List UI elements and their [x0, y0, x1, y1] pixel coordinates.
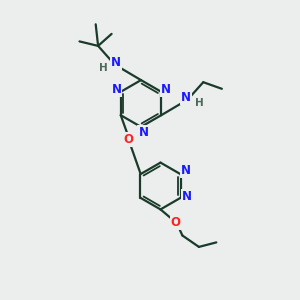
Text: N: N	[112, 83, 122, 96]
Text: N: N	[182, 190, 192, 203]
Text: H: H	[195, 98, 203, 108]
Text: H: H	[99, 63, 108, 73]
Text: O: O	[124, 133, 134, 146]
Text: N: N	[111, 56, 121, 69]
Text: N: N	[138, 125, 148, 139]
Text: N: N	[181, 164, 191, 177]
Text: N: N	[160, 83, 170, 96]
Text: N: N	[181, 91, 191, 104]
Text: O: O	[170, 216, 181, 229]
